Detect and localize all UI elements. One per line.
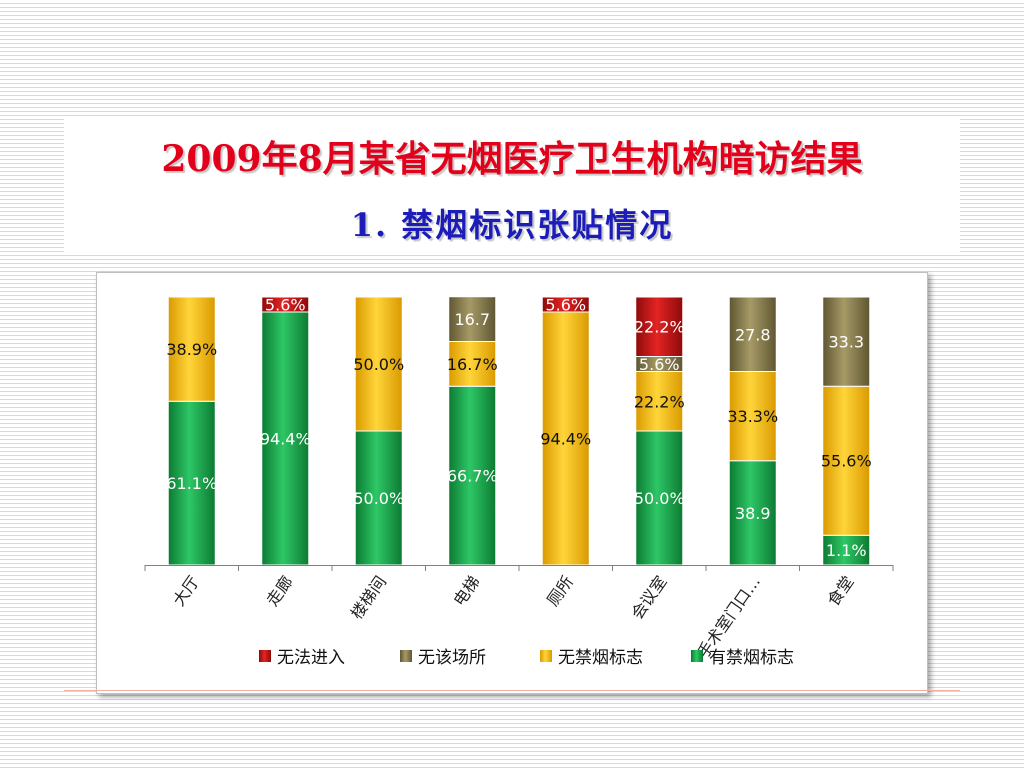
data-label: 50.0%	[353, 489, 404, 508]
data-label: 94.4%	[540, 430, 591, 449]
data-label: 5.6%	[265, 296, 306, 315]
data-label: 38.9%	[166, 340, 217, 359]
data-label: 1.1%	[826, 541, 867, 560]
legend-swatch	[400, 650, 412, 662]
data-label: 50.0%	[353, 355, 404, 374]
x-tick-label: 厕所	[543, 572, 577, 609]
data-label: 94.4%	[260, 430, 311, 449]
x-tick-label: 走廊	[263, 572, 297, 609]
bar-segment	[728, 296, 777, 373]
bar-segment	[728, 460, 777, 566]
data-label: 5.6%	[545, 296, 586, 315]
bar-segment	[822, 534, 871, 566]
bar-segment	[167, 400, 216, 566]
legend-swatch	[540, 650, 552, 662]
bars-layer: 61.1% 38.9% 94.4% 5.6% 50.0% 50.0% 66.7% 16.7% 1…	[166, 296, 872, 566]
slide-title: 2009年8月某省无烟医疗卫生机构暗访结果	[161, 138, 863, 180]
legend-swatch	[691, 650, 703, 662]
legend-label: 无法进入	[277, 648, 345, 668]
data-label: 38.9	[735, 504, 771, 523]
x-tick-label: 大厅	[169, 572, 203, 609]
stacked-bar-chart: 61.1% 38.9% 94.4% 5.6% 50.0% 50.0% 66.7% 16.7% 1…	[144, 296, 894, 668]
data-label: 5.6%	[639, 355, 680, 374]
data-label: 55.6%	[821, 452, 872, 471]
bar-segment	[167, 296, 216, 402]
title-panel: 2009年8月某省无烟医疗卫生机构暗访结果 1. 禁烟标识张贴情况	[64, 118, 960, 254]
data-label: 16.7	[454, 310, 490, 329]
data-label: 33.3	[828, 333, 864, 352]
x-tick-label: 电梯	[450, 572, 484, 609]
bar-segment	[822, 296, 871, 387]
bar-segment	[635, 430, 684, 566]
data-label: 16.7%	[447, 355, 498, 374]
bar-segment	[728, 371, 777, 462]
chart-frame: 61.1% 38.9% 94.4% 5.6% 50.0% 50.0% 66.7% 16.7% 1…	[96, 272, 928, 694]
x-tick-label: 楼梯间	[347, 572, 390, 622]
bar-segment	[635, 296, 684, 357]
bar-segment	[541, 311, 590, 566]
legend-label: 有禁烟标志	[709, 648, 794, 668]
slide-subtitle: 1. 禁烟标识张贴情况	[350, 206, 674, 244]
data-label: 33.3%	[727, 407, 778, 426]
data-label: 66.7%	[447, 467, 498, 486]
legend-label: 无禁烟标志	[558, 648, 643, 668]
bar-segment	[448, 340, 497, 387]
x-tick-label: 食堂	[824, 572, 858, 609]
bar-segment	[448, 296, 497, 342]
data-label: 22.2%	[634, 392, 685, 411]
bar-segment	[635, 371, 684, 432]
legend-label: 无该场所	[418, 648, 486, 668]
data-label: 27.8	[735, 325, 771, 344]
bar-segment	[354, 296, 403, 432]
data-label: 50.0%	[634, 489, 685, 508]
x-tick-label: 会议室	[627, 572, 670, 622]
legend-swatch	[259, 650, 271, 662]
legend: 无法进入 无该场所 无禁烟标志 有禁烟标志	[259, 648, 794, 668]
data-label: 61.1%	[166, 474, 217, 493]
bar-segment	[541, 296, 590, 313]
bar-segment	[261, 296, 310, 313]
divider	[64, 690, 960, 691]
data-label: 22.2%	[634, 318, 685, 337]
bar-segment	[822, 385, 871, 536]
